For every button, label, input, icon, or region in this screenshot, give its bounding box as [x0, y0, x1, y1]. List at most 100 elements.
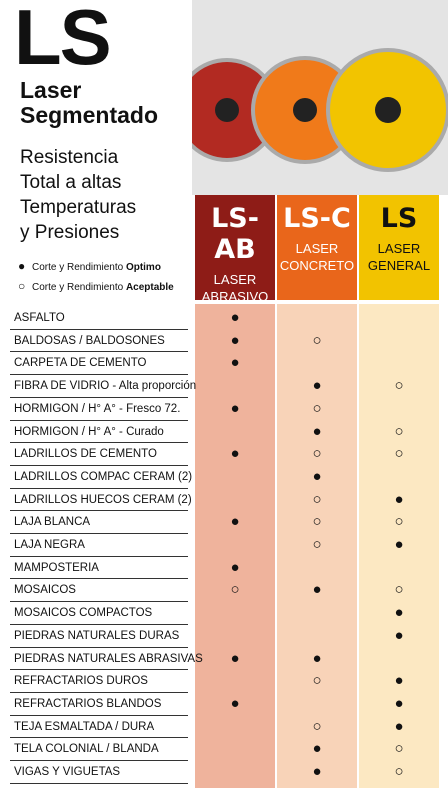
mark-cell: ●: [312, 467, 322, 485]
row-rule: [10, 714, 188, 716]
row-rule: [10, 533, 188, 534]
subtitle: Segmentado: [20, 102, 159, 128]
mark-cell: ●: [394, 536, 404, 553]
mark-cell: ○: [394, 763, 404, 780]
legend-symbol: ●: [18, 259, 26, 273]
mark-cell: ○: [312, 399, 322, 417]
mark-cell: ●: [230, 513, 240, 531]
row-label: PIEDRAS NATURALES DURAS: [14, 629, 180, 642]
row-label: LADRILLOS COMPAC CERAM (2): [14, 470, 193, 483]
row-label: LADRILLOS DE CEMENTO: [14, 448, 157, 461]
column-label: LASER: [377, 241, 421, 256]
row-rule: [10, 578, 188, 580]
mark-cell: ●: [230, 558, 240, 576]
column-label: LASER: [213, 272, 257, 287]
row-label: BALDOSAS / BALDOSONES: [14, 334, 165, 347]
mark-cell: ○: [312, 536, 322, 553]
mark-cell: ○: [312, 331, 322, 349]
mark-cell: ●: [230, 649, 240, 667]
mark-cell: ○: [394, 377, 404, 395]
legend-emphasis: Optimo: [125, 262, 161, 273]
row-label: HORMIGON / H° A° - Curado: [14, 425, 164, 438]
row-label: LAJA BLANCA: [14, 516, 91, 529]
row-label: TELA COLONIAL / BLANDA: [14, 743, 159, 756]
mark-cell: ●: [230, 399, 240, 417]
mark-cell: ●: [312, 763, 322, 780]
description: Resistencia: [20, 147, 119, 168]
mark-cell: ●: [230, 445, 240, 463]
row-label: REFRACTARIOS BLANDOS: [14, 697, 162, 710]
title: LS: [14, 0, 112, 81]
mark-cell: ●: [312, 377, 322, 395]
legend-emphasis: Aceptable: [125, 282, 174, 293]
mark-cell: ●: [230, 354, 240, 372]
row-label: VIGAS Y VIGUETAS: [14, 766, 121, 778]
row-rule: [10, 601, 188, 603]
row-label: FIBRA DE VIDRIO - Alta proporción: [14, 380, 197, 393]
description: Temperaturas: [20, 197, 137, 218]
mark-cell: ●: [312, 740, 322, 758]
row-rule: [10, 782, 188, 784]
mark-cell: ●: [312, 422, 322, 440]
row-rule: [10, 510, 188, 512]
row-label: ASFALTO: [14, 312, 65, 324]
column-header: LS-AB LASER ABRASIVO: [195, 195, 275, 304]
row-rule: [10, 374, 188, 376]
mark-cell: ○: [394, 581, 404, 599]
mark-cell: ○: [394, 422, 404, 440]
product-photo: [192, 0, 448, 195]
column-code: LS-C: [283, 203, 351, 234]
mark-cell: ○: [312, 490, 322, 508]
legend-item: ○ Corte y Rendimiento Aceptable: [18, 279, 174, 293]
mark-cell: ○: [230, 581, 240, 599]
column-label: LASER: [295, 241, 339, 256]
row-rule: [10, 396, 188, 398]
row-rule: [10, 737, 188, 739]
row-label: PIEDRAS NATURALES ABRASIVAS: [14, 652, 203, 665]
mark-cell: ○: [312, 717, 322, 735]
column-header: LS-C LASER CONCRETO: [277, 195, 357, 300]
row-rule: [10, 669, 188, 671]
column-band: [359, 304, 439, 788]
row-rule: [10, 691, 188, 693]
column-band: [195, 304, 275, 788]
mark-cell: ●: [312, 649, 322, 667]
mark-cell: ●: [394, 672, 404, 690]
mark-cell: ●: [230, 694, 240, 712]
row-label: TEJA ESMALTADA / DURA: [14, 720, 155, 733]
row-rule: [10, 487, 188, 489]
column-label: GENERAL: [367, 258, 431, 273]
row-label: HORMIGON / H° A° - Fresco 72.: [14, 402, 181, 415]
mark-cell: ○: [312, 445, 322, 463]
row-label: CARPETA DE CEMENTO: [14, 357, 147, 370]
legend-item: ● Corte y Rendimiento Optimo: [18, 259, 161, 273]
row-rule: [10, 555, 188, 557]
mark-cell: ○: [312, 513, 322, 531]
mark-cell: ○: [394, 740, 404, 758]
column-band: [277, 304, 357, 788]
row-rule: [10, 351, 188, 353]
mark-cell: ○: [394, 445, 404, 463]
subtitle: Laser: [20, 77, 82, 103]
row-label: LADRILLOS HUECOS CERAM (2): [14, 493, 192, 506]
row-label: REFRACTARIOS DUROS: [14, 675, 148, 688]
mark-cell: ●: [394, 626, 404, 644]
row-rule: [10, 328, 188, 330]
column-label: ABRASIVO: [201, 289, 269, 304]
mark-cell: ●: [230, 331, 240, 349]
row-label: MAMPOSTERIA: [14, 561, 99, 574]
row-label: MOSAICOS COMPACTOS: [14, 607, 153, 620]
legend-text: Corte y Rendimiento: [32, 262, 124, 273]
description: Total a altas: [20, 172, 122, 193]
row-rule: [10, 760, 188, 761]
row-rule: [10, 442, 188, 444]
column-label: CONCRETO: [279, 258, 355, 273]
row-rule: [10, 419, 188, 421]
mark-cell: ●: [394, 694, 404, 712]
row-rule: [10, 646, 188, 648]
mark-cell: ●: [230, 309, 240, 326]
mark-cell: ○: [312, 672, 322, 690]
mark-cell: ●: [394, 717, 404, 735]
row-rule: [10, 623, 188, 625]
